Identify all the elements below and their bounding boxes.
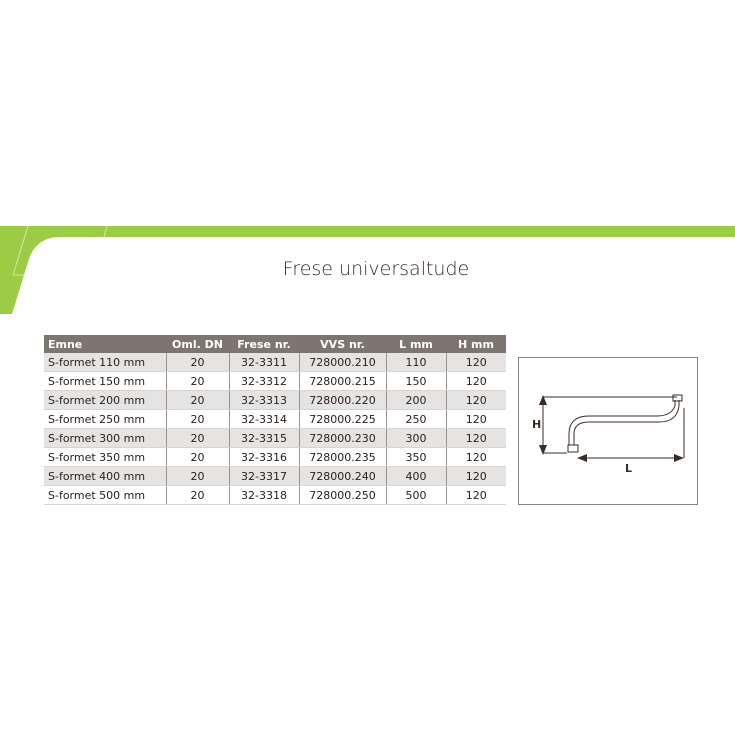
spout-dimension-diagram: H L bbox=[518, 357, 698, 505]
table-cell: 120 bbox=[445, 409, 506, 429]
table-cell: 20 bbox=[165, 371, 229, 391]
length-label: L bbox=[625, 462, 632, 475]
table-cell: 120 bbox=[445, 371, 506, 391]
table-cell: 728000.225 bbox=[298, 409, 386, 429]
height-label: H bbox=[532, 418, 541, 431]
table-cell: 300 bbox=[385, 428, 446, 448]
table-cell: S-formet 400 mm bbox=[44, 466, 166, 486]
page-title: Frese universaltude bbox=[282, 258, 470, 280]
column-header: L mm bbox=[386, 335, 446, 353]
table-cell: S-formet 350 mm bbox=[44, 447, 166, 467]
table-cell: 200 bbox=[385, 390, 446, 410]
table-cell: 32-3313 bbox=[228, 390, 299, 410]
table-cell: 20 bbox=[165, 447, 229, 467]
table-cell: S-formet 110 mm bbox=[44, 353, 166, 372]
table-cell: 20 bbox=[165, 485, 229, 505]
table-cell: 20 bbox=[165, 409, 229, 429]
table-row: S-formet 500 mm 20 32-3318 728000.250 500 120 bbox=[44, 485, 506, 505]
table-row: S-formet 400 mm 20 32-3317 728000.240 400 120 bbox=[44, 466, 506, 486]
table-row: S-formet 250 mm 20 32-3314 728000.225 250 120 bbox=[44, 409, 506, 429]
table-cell: 32-3311 bbox=[228, 353, 299, 372]
table-cell: 32-3317 bbox=[228, 466, 299, 486]
table-cell: 120 bbox=[445, 447, 506, 467]
table-cell: 728000.230 bbox=[298, 428, 386, 448]
column-header: H mm bbox=[446, 335, 506, 353]
product-table: Emne Oml. DN Frese nr. VVS nr. L mm H mm S-fo… bbox=[44, 335, 506, 505]
table-cell: 20 bbox=[165, 428, 229, 448]
table-cell: 728000.235 bbox=[298, 447, 386, 467]
green-header-band bbox=[0, 225, 735, 314]
table-row: S-formet 150 mm 20 32-3312 728000.215 150 120 bbox=[44, 371, 506, 391]
table-cell: S-formet 300 mm bbox=[44, 428, 166, 448]
table-cell: 728000.240 bbox=[298, 466, 386, 486]
table-cell: 350 bbox=[385, 447, 446, 467]
table-cell: 32-3315 bbox=[228, 428, 299, 448]
column-header: Frese nr. bbox=[229, 335, 299, 353]
table-cell: 110 bbox=[385, 353, 446, 372]
table-cell: 32-3316 bbox=[228, 447, 299, 467]
table-cell: S-formet 250 mm bbox=[44, 409, 166, 429]
table-cell: S-formet 500 mm bbox=[44, 485, 166, 505]
table-cell: 728000.250 bbox=[298, 485, 386, 505]
table-row: S-formet 200 mm 20 32-3313 728000.220 200 120 bbox=[44, 390, 506, 410]
table-cell: 20 bbox=[165, 353, 229, 372]
table-cell: 20 bbox=[165, 466, 229, 486]
table-cell: 120 bbox=[445, 428, 506, 448]
table-cell: 32-3312 bbox=[228, 371, 299, 391]
table-cell: 32-3318 bbox=[228, 485, 299, 505]
table-cell: 728000.215 bbox=[298, 371, 386, 391]
table-cell: 728000.210 bbox=[298, 353, 386, 372]
table-cell: 150 bbox=[385, 371, 446, 391]
table-cell: 20 bbox=[165, 390, 229, 410]
table-cell: S-formet 150 mm bbox=[44, 371, 166, 391]
table-cell: 400 bbox=[385, 466, 446, 486]
table-cell: S-formet 200 mm bbox=[44, 390, 166, 410]
table-row: S-formet 110 mm 20 32-3311 728000.210 110 120 bbox=[44, 353, 506, 372]
column-header: Oml. DN bbox=[166, 335, 229, 353]
table-cell: 728000.220 bbox=[298, 390, 386, 410]
table-cell: 120 bbox=[445, 390, 506, 410]
column-header: Emne bbox=[44, 335, 166, 353]
table-cell: 500 bbox=[385, 485, 446, 505]
table-cell: 120 bbox=[445, 485, 506, 505]
column-header: VVS nr. bbox=[299, 335, 386, 353]
table-cell: 250 bbox=[385, 409, 446, 429]
table-row: S-formet 350 mm 20 32-3316 728000.235 350 120 bbox=[44, 447, 506, 467]
table-cell: 32-3314 bbox=[228, 409, 299, 429]
table-row: S-formet 300 mm 20 32-3315 728000.230 300 120 bbox=[44, 428, 506, 448]
table-cell: 120 bbox=[445, 466, 506, 486]
table-cell: 120 bbox=[445, 353, 506, 372]
